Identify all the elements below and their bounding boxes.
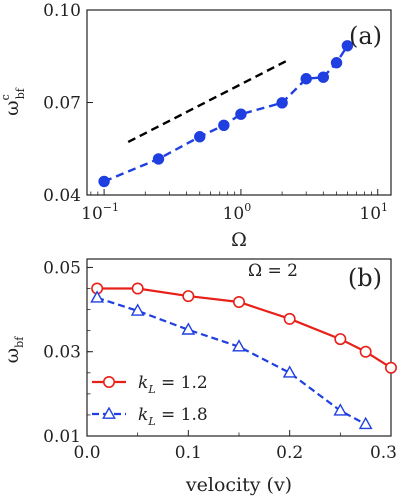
legend-label-part: k	[138, 373, 148, 393]
panel-b-data-point	[282, 365, 297, 378]
panel-a-ytick-label: 0.10	[43, 1, 81, 21]
panel-a-xtick-exponent: −1	[103, 201, 119, 214]
legend-label-part: L	[147, 415, 155, 428]
panel-b-data-point	[384, 361, 397, 374]
panel-a-series-0-line	[103, 45, 349, 183]
panel-b-data-point	[334, 333, 347, 346]
panel-b-label: (b)	[348, 264, 382, 292]
panel-a-xtick-label: 100	[223, 201, 252, 224]
legend-marker-0	[103, 375, 116, 388]
panel-b-data-point	[131, 282, 144, 295]
panel-b-data-point	[233, 295, 246, 308]
legend-label-0: kL = 1.2	[138, 373, 208, 396]
panel-a-data-point	[235, 108, 247, 120]
panel-a-xtick-label: 101	[359, 201, 388, 224]
panel-a-xtick-label: 10−1	[81, 201, 119, 224]
panel-b: 0.01 0.03 0.05 0.0 0.1 0.2 0.3 (b) Ω = 2 velo…	[1, 258, 397, 496]
panel-a-data-point	[276, 97, 288, 109]
legend-label-part: L	[147, 383, 155, 396]
panel-b-data-point	[181, 322, 196, 335]
legend-label-part: k	[138, 405, 148, 425]
panel-b-ylabel: ωbf	[1, 336, 26, 364]
panel-b-data-point	[283, 312, 296, 325]
panel-a-xtick-base: 10	[359, 204, 381, 224]
panel-a-data-point	[152, 153, 165, 165]
panel-b-data-point	[333, 403, 348, 416]
legend-label-1: kL = 1.8	[138, 405, 208, 428]
panel-a-data-point	[317, 71, 329, 83]
panel-a-data-point	[300, 73, 312, 85]
panel-a-label: (a)	[349, 22, 382, 50]
panel-a-data-point	[218, 119, 230, 132]
panel-b-data-point	[232, 339, 246, 352]
panel-b-data-point	[359, 345, 372, 358]
panel-a-xlabel: Ω	[231, 229, 247, 251]
panel-b-xtick-label: 0.2	[276, 443, 303, 463]
legend: kL = 1.2kL = 1.8	[92, 373, 208, 428]
panel-b-data-point	[358, 416, 373, 430]
panel-a-xtick-exponent: 1	[381, 201, 388, 214]
panel-a-data-point	[194, 131, 206, 143]
panel-b-xtick-label: 0.3	[370, 443, 397, 463]
legend-label-part: = 1.2	[156, 373, 208, 393]
panel-b-ytick-label: 0.01	[43, 427, 81, 447]
panel-b-ytick-label: 0.05	[43, 258, 81, 278]
panel-b-xtick-label: 0.1	[175, 443, 202, 463]
panel-a: 0.040.070.10 10−1 100 101 (a) Ω ωc bf	[0, 1, 392, 251]
legend-label-part: = 1.8	[156, 405, 208, 425]
panel-b-xlabel: velocity (v)	[185, 474, 292, 496]
panel-a-data-point	[98, 175, 110, 188]
panel-a-xtick-exponent: 0	[244, 201, 251, 214]
panel-a-xtick-base: 10	[223, 204, 245, 224]
legend-marker-1	[102, 406, 116, 419]
panel-b-data-point	[182, 290, 195, 303]
panel-a-ytick-label: 0.07	[43, 94, 81, 114]
panel-a-data-point	[341, 40, 354, 52]
panel-a-series-1-line	[127, 59, 289, 144]
panel-a-ylabel: ωc bf	[0, 87, 27, 116]
panel-b-data-point	[130, 303, 145, 316]
panel-a-data-point	[330, 57, 343, 69]
panel-b-annotation: Ω = 2	[248, 261, 298, 281]
panel-b-xtick-label: 0.0	[73, 443, 100, 463]
panel-b-data-point	[90, 290, 105, 303]
panel-b-ytick-label: 0.03	[43, 343, 81, 363]
panel-a-ytick-label: 0.04	[43, 186, 81, 206]
panel-a-xtick-base: 10	[81, 204, 103, 224]
panel-a-frame	[86, 9, 392, 196]
